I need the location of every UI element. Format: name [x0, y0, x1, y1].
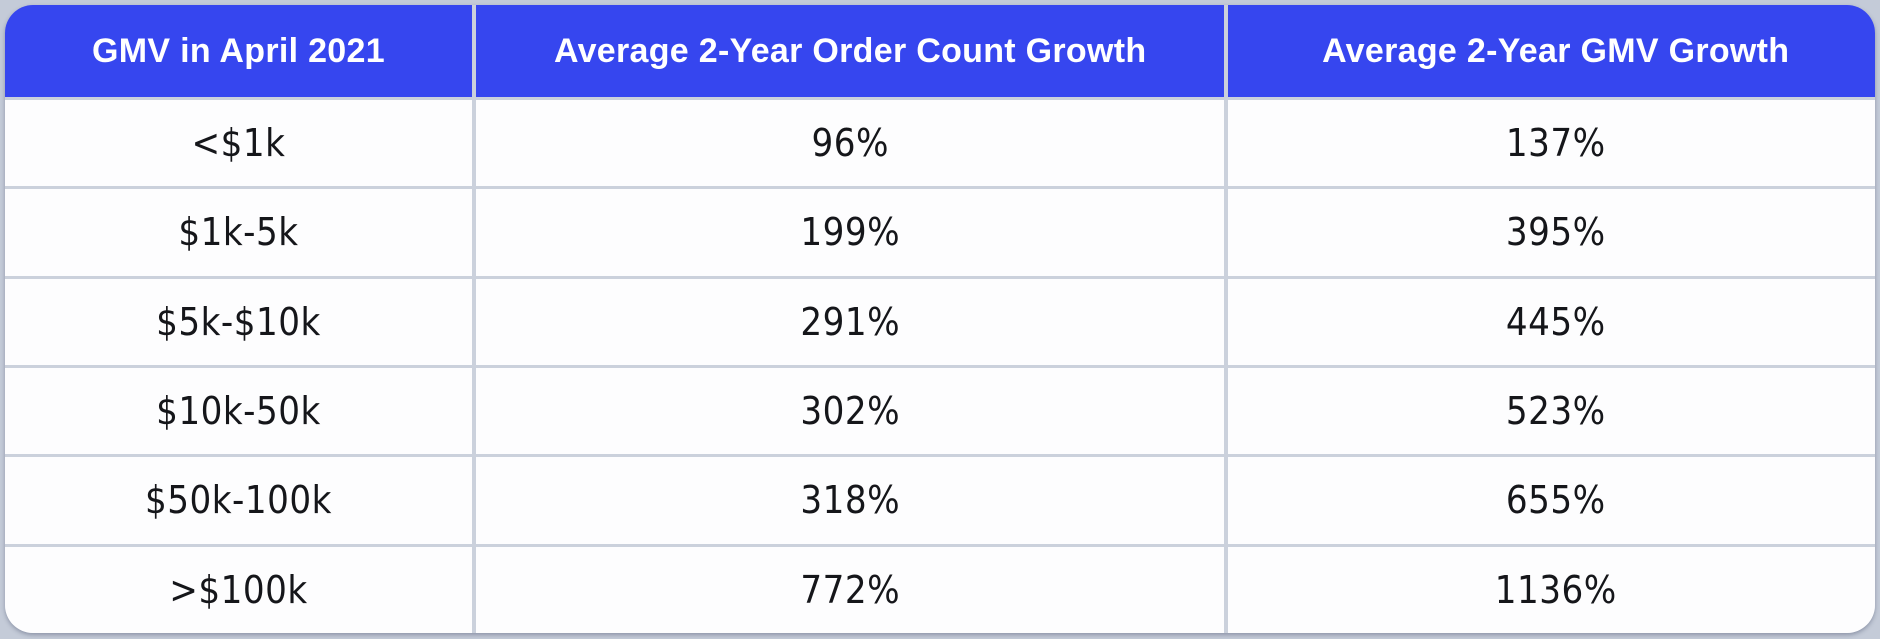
- cell-order-count-growth: 772%: [475, 546, 1225, 633]
- cell-gmv-growth: 655%: [1228, 457, 1875, 544]
- cell-order-count-growth: 96%: [475, 100, 1225, 187]
- cell-order-count-growth: 302%: [475, 368, 1225, 455]
- cell-gmv-growth: 137%: [1228, 100, 1875, 187]
- cell-gmv-growth: 1136%: [1228, 546, 1875, 633]
- cell-gmv-bucket: $10k-50k: [5, 368, 472, 455]
- cell-gmv-bucket: <$1k: [5, 100, 472, 187]
- gmv-growth-table: GMV in April 2021 Average 2-Year Order C…: [5, 5, 1875, 633]
- cell-gmv-bucket: >$100k: [5, 546, 472, 633]
- header-order-count-growth: Average 2-Year Order Count Growth: [475, 5, 1225, 97]
- cell-order-count-growth: 199%: [475, 189, 1225, 276]
- cell-gmv-growth: 523%: [1228, 368, 1875, 455]
- header-gmv-bucket: GMV in April 2021: [5, 5, 472, 97]
- cell-gmv-growth: 445%: [1228, 278, 1875, 365]
- cell-gmv-bucket: $1k-5k: [5, 189, 472, 276]
- cell-gmv-growth: 395%: [1228, 189, 1875, 276]
- header-gmv-growth: Average 2-Year GMV Growth: [1228, 5, 1875, 97]
- cell-gmv-bucket: $5k-$10k: [5, 278, 472, 365]
- cell-order-count-growth: 291%: [475, 278, 1225, 365]
- cell-gmv-bucket: $50k-100k: [5, 457, 472, 544]
- cell-order-count-growth: 318%: [475, 457, 1225, 544]
